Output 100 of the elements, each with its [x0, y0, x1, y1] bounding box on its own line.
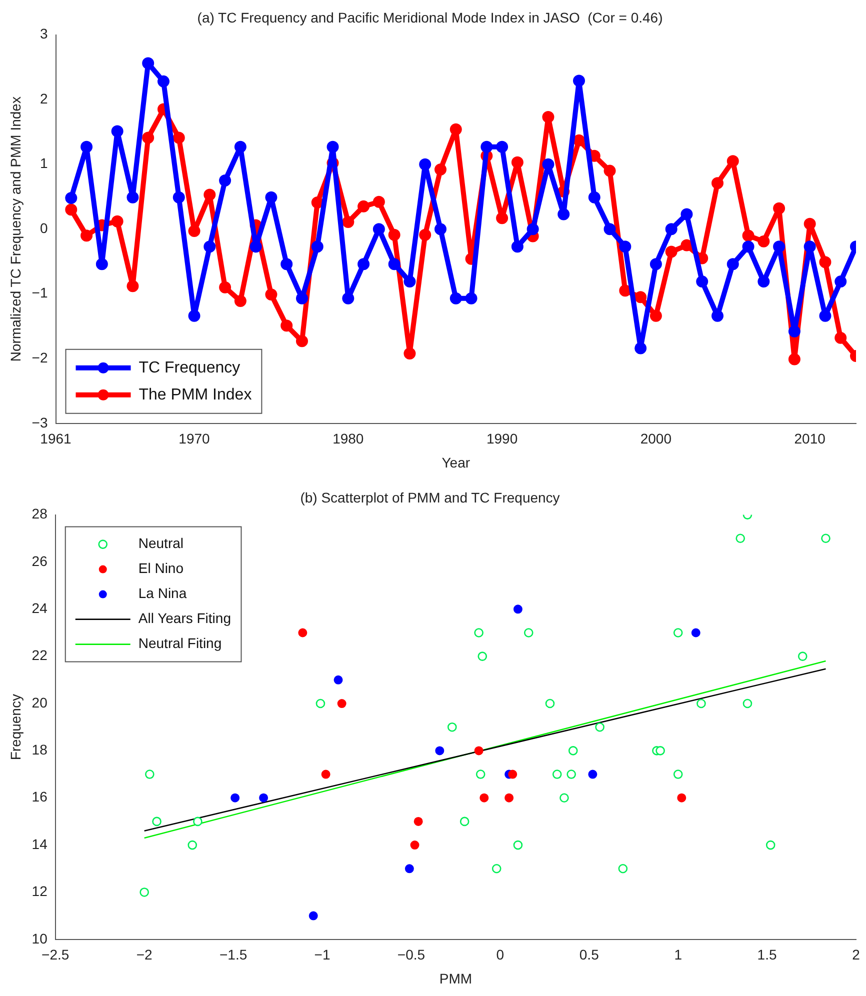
point — [145, 770, 154, 779]
point — [634, 291, 647, 304]
y-tick-label: −1 — [32, 284, 48, 301]
x-tick-label: 0 — [496, 946, 504, 963]
point — [588, 191, 600, 204]
point — [604, 164, 616, 177]
x-tick-label: −1 — [314, 946, 330, 963]
point — [758, 235, 770, 248]
y-tick-label: 3 — [40, 26, 48, 42]
y-tick-label: 1 — [40, 155, 48, 172]
point — [280, 320, 293, 332]
point — [665, 246, 678, 258]
point — [434, 164, 446, 176]
point — [572, 134, 585, 146]
legend-label: Neutral — [138, 535, 184, 552]
point — [595, 722, 604, 732]
point — [234, 294, 246, 307]
point — [450, 292, 462, 304]
point — [465, 292, 478, 304]
point — [419, 158, 432, 170]
point — [342, 216, 354, 228]
point — [572, 74, 585, 87]
point — [404, 347, 416, 360]
point — [834, 332, 847, 344]
x-tick-label: 1.5 — [757, 946, 777, 963]
point — [298, 628, 308, 638]
x-tick-label: −1.5 — [219, 946, 248, 963]
point — [342, 292, 354, 304]
y-axis-title: Normalized TC Frequency and PMM Index — [7, 96, 24, 362]
chart-title: (b) Scatterplot of PMM and TC Frequency — [300, 489, 560, 506]
legend-label: La Nina — [138, 585, 187, 602]
point — [296, 335, 308, 348]
point — [480, 793, 489, 802]
point — [696, 276, 708, 288]
y-tick-label: 16 — [32, 788, 48, 805]
point — [474, 628, 484, 638]
x-tick-label: 2010 — [794, 430, 826, 447]
point — [358, 258, 370, 270]
x-tick-label: 0.5 — [579, 946, 600, 963]
y-tick-label: 20 — [32, 694, 48, 710]
point — [65, 192, 78, 204]
legend-label: El Nino — [138, 560, 184, 576]
point — [726, 155, 739, 168]
point — [204, 240, 216, 253]
y-tick-label: 22 — [32, 647, 48, 664]
point — [513, 840, 523, 850]
x-tick-label: 1961 — [40, 430, 72, 447]
point — [337, 699, 346, 708]
point — [140, 888, 149, 897]
y-tick-label: −3 — [32, 414, 48, 430]
point — [650, 310, 662, 322]
point — [80, 230, 93, 242]
point — [726, 258, 739, 270]
point — [508, 770, 518, 779]
point — [804, 240, 816, 253]
x-tick-label: 2 — [852, 946, 860, 963]
point — [388, 258, 400, 270]
point — [172, 191, 185, 204]
point — [566, 770, 576, 779]
point — [265, 288, 278, 301]
x-tick-label: −0.5 — [397, 946, 426, 963]
point — [496, 212, 508, 224]
point — [316, 698, 326, 708]
point — [545, 698, 555, 708]
chart-title: (a) TC Frequency and Pacific Meridional Mode Index in JASO (Cor = 0.46) — [197, 9, 663, 26]
point — [204, 188, 216, 201]
point — [677, 793, 686, 802]
point — [450, 123, 462, 136]
point — [742, 240, 754, 253]
point — [142, 57, 154, 70]
point — [296, 292, 308, 304]
point — [788, 353, 800, 366]
point — [711, 177, 724, 190]
point — [157, 75, 170, 88]
point — [474, 746, 484, 756]
legend-label: TC Frequency — [138, 359, 240, 376]
y-tick-label: 28 — [32, 506, 48, 522]
y-tick-label: 12 — [32, 883, 48, 900]
point — [788, 325, 800, 338]
x-tick-label: 2000 — [640, 430, 672, 447]
point — [126, 191, 139, 204]
point — [524, 628, 534, 638]
point — [804, 218, 816, 230]
x-axis-title: Year — [442, 454, 470, 470]
point — [126, 280, 139, 292]
point — [480, 140, 493, 153]
point — [308, 911, 318, 920]
point — [665, 223, 678, 236]
point — [742, 698, 752, 708]
y-tick-label: 2 — [40, 90, 48, 106]
point — [414, 816, 423, 826]
point — [334, 675, 343, 684]
point — [821, 534, 830, 544]
point — [96, 258, 108, 270]
point — [819, 256, 832, 268]
point — [588, 770, 598, 779]
point — [372, 196, 385, 208]
point — [111, 125, 124, 138]
legend-label: The PMM Index — [138, 386, 252, 404]
point — [650, 258, 662, 270]
